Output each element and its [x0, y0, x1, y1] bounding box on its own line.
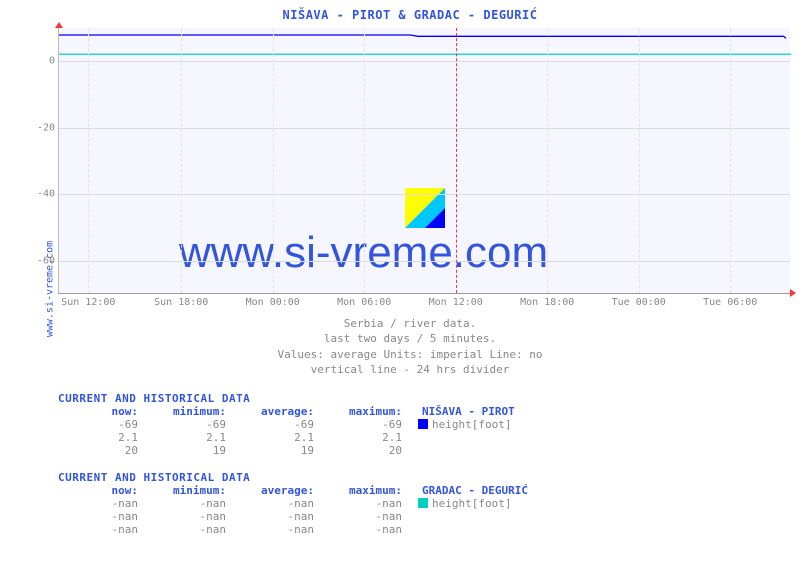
table-cell: -nan	[146, 523, 234, 536]
plot-area: www.si-vreme.com 0-20-40-60Sun 12:00Sun …	[58, 28, 790, 294]
column-header: maximum:	[322, 405, 410, 418]
table-row: -nan-nan-nan-nan	[58, 523, 790, 536]
x-gridline	[639, 28, 640, 293]
y-tick-label: -60	[37, 255, 55, 266]
column-header: minimum:	[146, 405, 234, 418]
column-header: average:	[234, 405, 322, 418]
x-axis-arrow	[790, 289, 796, 297]
table-row: -69-69-69-69height[foot]	[58, 418, 790, 431]
x-gridline	[181, 28, 182, 293]
x-tick-label: Mon 06:00	[337, 297, 391, 308]
series-line	[59, 35, 786, 38]
x-gridline	[273, 28, 274, 293]
data-section: CURRENT AND HISTORICAL DATAnow:minimum:a…	[58, 392, 790, 457]
table-cell: 19	[234, 444, 322, 457]
table-cell: -nan	[322, 497, 410, 510]
data-section: CURRENT AND HISTORICAL DATAnow:minimum:a…	[58, 471, 790, 536]
table-cell: -nan	[234, 510, 322, 523]
table-row: -nan-nan-nan-nan	[58, 510, 790, 523]
table-cell: -nan	[146, 510, 234, 523]
x-tick-label: Tue 00:00	[612, 297, 666, 308]
table-cell: -nan	[322, 523, 410, 536]
caption-line: vertical line - 24 hrs divider	[30, 362, 790, 377]
x-gridline	[547, 28, 548, 293]
x-tick-label: Tue 06:00	[703, 297, 757, 308]
caption-line: Values: average Units: imperial Line: no	[30, 347, 790, 362]
y-gridline	[59, 194, 790, 195]
x-gridline	[88, 28, 89, 293]
table-cell: -nan	[58, 523, 146, 536]
caption-line: Serbia / river data.	[30, 316, 790, 331]
table-cell: -69	[146, 418, 234, 431]
table-cell: -nan	[58, 510, 146, 523]
x-tick-label: Sun 18:00	[154, 297, 208, 308]
series-name: GRADAC - DEGURIĆ	[422, 484, 528, 497]
table-cell: -nan	[234, 497, 322, 510]
table-row: 2.12.12.12.1	[58, 431, 790, 444]
table-header-row: now:minimum:average:maximum: NIŠAVA - PIR…	[58, 405, 790, 418]
table-cell: 20	[322, 444, 410, 457]
x-gridline	[730, 28, 731, 293]
column-header: maximum:	[322, 484, 410, 497]
y-tick-label: -40	[37, 189, 55, 200]
section-title: CURRENT AND HISTORICAL DATA	[58, 471, 790, 484]
y-axis-arrow	[55, 22, 63, 28]
column-header: average:	[234, 484, 322, 497]
chart-caption: Serbia / river data. last two days / 5 m…	[30, 316, 790, 378]
x-tick-label: Mon 18:00	[520, 297, 574, 308]
column-header: now:	[58, 405, 146, 418]
table-cell: -69	[234, 418, 322, 431]
y-gridline	[59, 261, 790, 262]
y-tick-label: -20	[37, 122, 55, 133]
table-cell: 19	[146, 444, 234, 457]
x-tick-label: Sun 12:00	[61, 297, 115, 308]
table-cell: 20	[58, 444, 146, 457]
legend-swatch	[418, 498, 428, 508]
chart-title: NIŠAVA - PIROT & GRADAC - DEGURIĆ	[30, 8, 790, 22]
legend-swatch	[418, 419, 428, 429]
table-cell: -nan	[234, 523, 322, 536]
table-row: -nan-nan-nan-nanheight[foot]	[58, 497, 790, 510]
y-tick-label: 0	[49, 56, 55, 67]
caption-line: last two days / 5 minutes.	[30, 331, 790, 346]
table-cell: 2.1	[322, 431, 410, 444]
table-cell: -69	[58, 418, 146, 431]
table-header-row: now:minimum:average:maximum: GRADAC - DEG…	[58, 484, 790, 497]
table-cell: -69	[322, 418, 410, 431]
divider-line	[456, 28, 457, 293]
table-cell: -nan	[146, 497, 234, 510]
chart-container: NIŠAVA - PIROT & GRADAC - DEGURIĆ www.si…	[30, 8, 790, 536]
series-svg	[59, 28, 791, 294]
table-cell: -nan	[322, 510, 410, 523]
x-tick-label: Mon 12:00	[429, 297, 483, 308]
table-cell: 2.1	[234, 431, 322, 444]
table-cell: 2.1	[58, 431, 146, 444]
column-header: minimum:	[146, 484, 234, 497]
legend-label: height[foot]	[432, 418, 511, 431]
legend-label: height[foot]	[432, 497, 511, 510]
table-row: 20191920	[58, 444, 790, 457]
section-title: CURRENT AND HISTORICAL DATA	[58, 392, 790, 405]
y-gridline	[59, 61, 790, 62]
table-cell: 2.1	[146, 431, 234, 444]
series-name: NIŠAVA - PIROT	[422, 405, 515, 418]
x-gridline	[364, 28, 365, 293]
column-header: now:	[58, 484, 146, 497]
y-gridline	[59, 128, 790, 129]
x-tick-label: Mon 00:00	[246, 297, 300, 308]
table-cell: -nan	[58, 497, 146, 510]
